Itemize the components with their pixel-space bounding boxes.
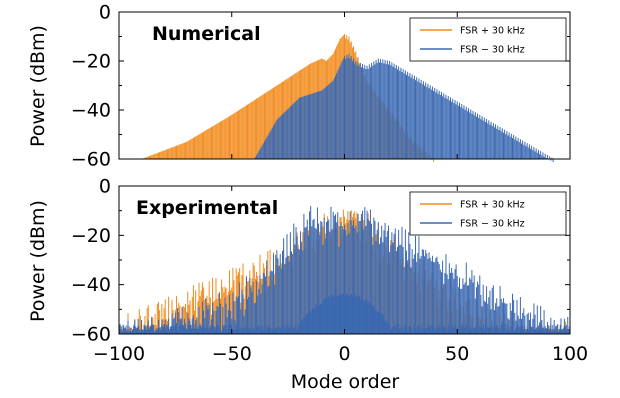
bottom-legend-label-1: FSR + 30 kHz [460, 200, 525, 211]
y-tick-label: 0 [99, 176, 111, 198]
top-bars [142, 34, 554, 163]
bottom-y-axis-title: Power (dBm) [27, 200, 49, 322]
y-tick-label: −60 [71, 149, 111, 171]
x-tick-label: 0 [338, 343, 350, 365]
top-y-axis-title: Power (dBm) [27, 25, 49, 147]
y-tick-label: −40 [71, 274, 111, 296]
top-legend-label-1: FSR + 30 kHz [460, 26, 525, 37]
y-tick-label: −20 [71, 51, 111, 73]
bottom-legend-label-2: FSR − 30 kHz [460, 219, 525, 230]
top-ticks: 0 −20 −40 −60 [71, 2, 571, 171]
bottom-bars [118, 205, 571, 334]
series-2-lines [254, 53, 554, 163]
top-panel-title: Numerical [152, 23, 261, 45]
top-legend: FSR + 30 kHz FSR − 30 kHz [409, 17, 567, 62]
y-tick-label: 0 [99, 2, 111, 24]
x-tick-label: −100 [93, 343, 145, 365]
bottom-ticks: 0 −20 −40 −60−100 −50 0 50 100 [71, 176, 588, 366]
bottom-panel-title: Experimental [136, 197, 278, 219]
x-tick-label: −50 [212, 343, 252, 365]
bottom-legend-box [409, 191, 567, 236]
bottom-legend: FSR + 30 kHz FSR − 30 kHz [409, 191, 567, 236]
noise-floor [118, 293, 571, 334]
x-axis-title: Mode order [291, 371, 400, 393]
y-tick-label: −20 [71, 225, 111, 247]
top-legend-box [409, 17, 567, 62]
x-tick-label: 50 [445, 343, 469, 365]
y-tick-label: −60 [71, 324, 111, 346]
top-legend-label-2: FSR − 30 kHz [460, 45, 525, 56]
y-tick-label: −40 [71, 100, 111, 122]
bottom-panel: 0 −20 −40 −60−100 −50 0 50 100 Experimental Pow… [27, 176, 588, 394]
x-tick-label: 100 [552, 343, 588, 365]
top-panel: 0 −20 −40 −60 Numerical Power (dBm) FSR + 3… [27, 2, 571, 171]
